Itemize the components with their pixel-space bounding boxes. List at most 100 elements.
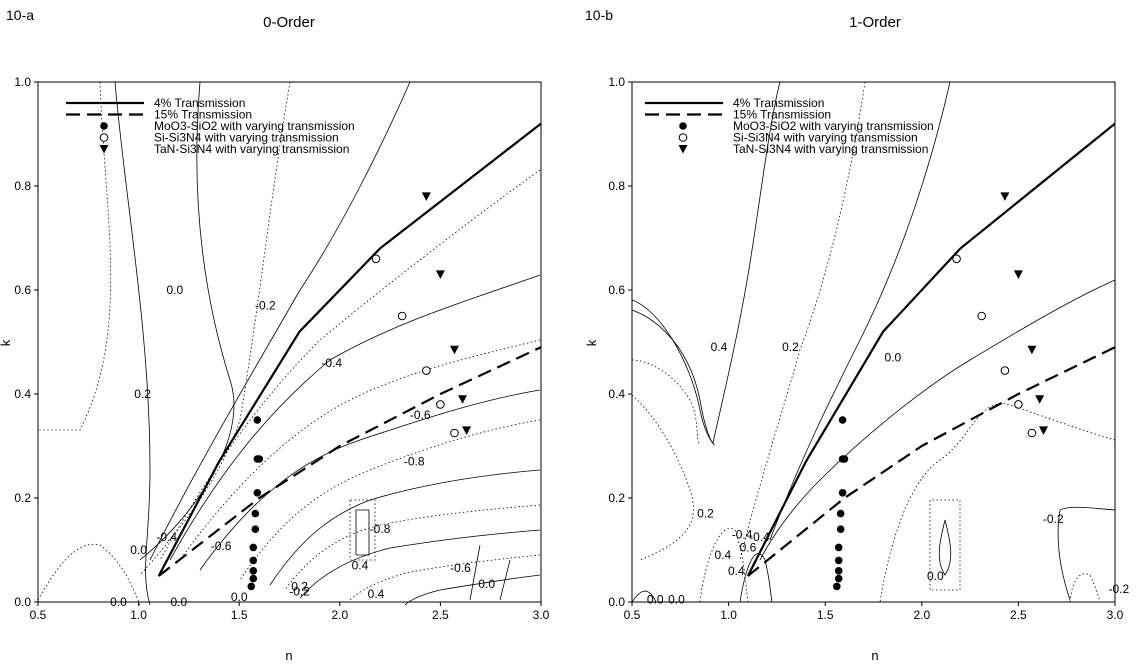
moo3-sio2-point [249,556,258,565]
contour-label: 0.0 [884,351,901,365]
contour-label: -0.4 [749,530,770,544]
data-points-b [832,192,1049,591]
x-axis-label-b: n [871,648,878,663]
y-tick-label: 0.8 [608,179,625,193]
si-si3n4-point [1014,400,1023,409]
y-tick-label: 0.6 [14,283,31,297]
x-axis-label-a: n [285,648,292,663]
legend-label: 15% Transmission [733,108,831,122]
moo3-sio2-point [249,567,258,575]
legend-label: MoO3-SiO2 with varying transmission [154,119,355,133]
contour-label: 0.2 [697,507,714,521]
contour-label: -0.4 [321,356,342,370]
contour-label: 0.2 [134,387,151,401]
transmission-15-line [158,346,542,577]
moo3-sio2-point [255,455,264,463]
contours-b [631,81,1116,603]
tan-si3n4-point [1027,345,1037,355]
tan-si3n4-point [1035,395,1045,404]
panel-0-order: 10-a 0-Order n k [0,7,550,663]
moo3-sio2-point [834,543,843,552]
x-tick-label: 2.0 [913,608,930,622]
moo3-sio2-point [834,556,843,565]
contour-label: -0.6 [410,408,431,422]
contour-label: -0.2 [289,585,310,599]
si-si3n4-point [977,311,986,321]
data-points-a [247,192,472,591]
contour-label: 0.0 [166,283,183,297]
contour-label: -0.2 [255,299,276,313]
contour-label: 0.0 [647,592,664,606]
moo3-sio2-point [834,567,843,575]
chart-title-b: 1-Order [849,14,901,31]
tan-si3n4-point [421,192,431,201]
contour-label: 0.2 [782,340,799,354]
tan-si3n4-point [449,345,459,355]
contour-label: 0.0 [478,577,495,591]
contour-label: -0.6 [211,539,232,553]
y-tick-label: 0.2 [608,491,625,505]
x-tick-label: 1.5 [231,608,248,622]
x-tick-label: 1.0 [720,608,737,622]
si-si3n4-point [1000,366,1010,375]
contours-a [37,81,541,606]
legend-label: Si-Si3N4 with varying transmission [154,131,339,145]
y-tick-label: 1.0 [608,75,625,89]
tan-si3n4-point [435,270,445,279]
moo3-sio2-point [834,574,843,583]
y-tick-label: 1.0 [14,75,31,89]
y-tick-label: 0.0 [608,595,625,609]
legend-swatch [100,122,108,130]
contour-label: -0.8 [404,455,425,469]
contour-label: 0.6 [740,540,757,554]
si-si3n4-point [371,254,381,264]
y-tick-label: 0.4 [14,387,31,401]
contour-labels-b: 0.4 0.20.00.20.4-0.4-0.40.60.40.0 0.00.0-0… [647,340,1130,606]
x-tick-label: 3.0 [1107,608,1124,622]
contour-label: 0.0 [170,595,187,609]
contour-label: 0.4 [728,564,745,578]
moo3-sio2-point [247,582,256,591]
x-tick-label: 3.0 [533,608,550,622]
legend-swatch [99,145,109,154]
moo3-sio2-point [836,509,845,518]
x-tick-label: 0.5 [30,608,47,622]
legend-label: TaN-Si3N4 with varying transmission [154,142,349,156]
moo3-sio2-point [840,455,849,463]
moo3-sio2-point [249,543,258,552]
y-tick-label: 0.8 [14,179,31,193]
contour-label: 0.0 [668,592,685,606]
chart-title-a: 0-Order [263,14,315,31]
contour-label: -0.2 [1109,582,1130,596]
tan-si3n4-point [458,395,468,404]
panel-tag-a: 10-a [6,7,34,23]
y-tick-label: 0.2 [14,491,31,505]
transmission-lines-b [746,122,1116,577]
moo3-sio2-point [251,509,260,518]
moo3-sio2-point [838,489,847,497]
axis-ticks-b: 0.5 1.0 1.5 2.0 2.5 3.0 0.0 0.2 0.4 0.6 0.8 1.0 [608,75,1123,622]
si-si3n4-point [422,366,431,375]
contour-label: 0.0 [231,590,248,604]
x-tick-label: 0.5 [624,608,641,622]
plot-area-a: 0.0-0.20.2-0.4-0.6-0.8-0.40.0 -0.6-0.8-0.… [14,75,549,622]
contour-label: 0.4 [352,559,369,573]
legend-label: TaN-Si3N4 with varying transmission [733,142,928,156]
transmission-4-line [746,122,1116,577]
contour-label: -0.8 [370,522,391,536]
si-si3n4-point [436,400,445,409]
contour-label: -0.4 [732,527,753,541]
moo3-sio2-point [253,489,262,497]
contour-label: 0.4 [368,587,385,601]
legend-swatch [99,133,109,142]
contour-label: -0.6 [450,561,471,575]
legend-label: MoO3-SiO2 with varying transmission [733,119,934,133]
moo3-sio2-point [838,416,847,424]
x-tick-label: 1.0 [130,608,147,622]
legend-swatch [679,122,687,130]
tan-si3n4-point [1039,426,1049,435]
legend-swatch [678,145,688,154]
contour-label: 0.4 [714,548,731,562]
